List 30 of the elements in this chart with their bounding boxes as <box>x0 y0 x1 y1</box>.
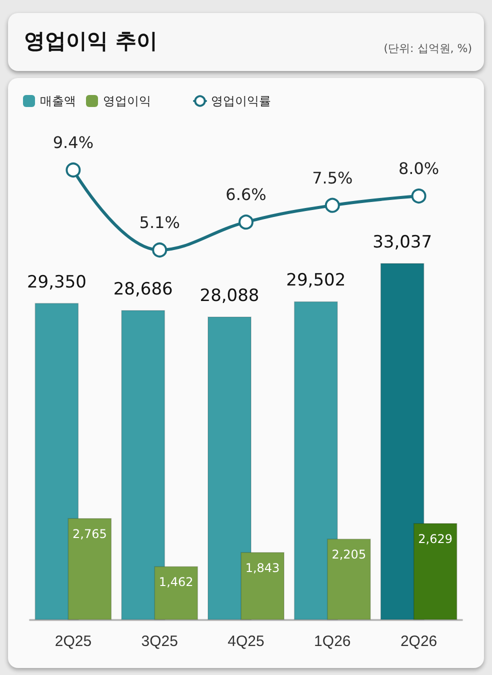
data-label: 2,765 <box>72 527 107 541</box>
point <box>411 188 426 204</box>
data-label: 9.4% <box>52 133 94 152</box>
data-label: 28,088 <box>200 286 260 306</box>
data-label: 8.0% <box>398 159 440 178</box>
point <box>152 242 168 258</box>
data-label: 29,502 <box>286 270 346 291</box>
x-tick-label: 2Q25 <box>54 633 92 650</box>
data-label: 2,205 <box>332 548 366 562</box>
x-tick-label: 2Q26 <box>400 633 438 650</box>
data-label: 1,843 <box>245 561 280 576</box>
data-label: 28,686 <box>113 280 173 300</box>
data-label: 1,462 <box>158 575 194 590</box>
data-label: 2,629 <box>418 532 452 546</box>
point <box>238 214 254 230</box>
point <box>324 198 340 213</box>
x-tick-label: 4Q25 <box>228 633 264 650</box>
data-label: 6.6% <box>226 185 266 204</box>
legend-label: 매출액 <box>40 94 76 108</box>
chart-subtitle: (단위: 십억원, %) <box>384 41 472 56</box>
x-tick-label: 1Q26 <box>314 633 351 650</box>
chart-title: 영업이익 추이 <box>24 28 158 55</box>
data-label: 29,350 <box>26 272 86 292</box>
legend-label: 영업이익률 <box>211 94 271 108</box>
data-label: 7.5% <box>312 168 353 188</box>
data-label: 5.1% <box>139 213 180 232</box>
legend-label: 영업이익 <box>103 94 151 108</box>
point <box>66 162 81 178</box>
data-label: 33,037 <box>372 232 432 252</box>
x-tick-label: 3Q25 <box>141 633 178 650</box>
